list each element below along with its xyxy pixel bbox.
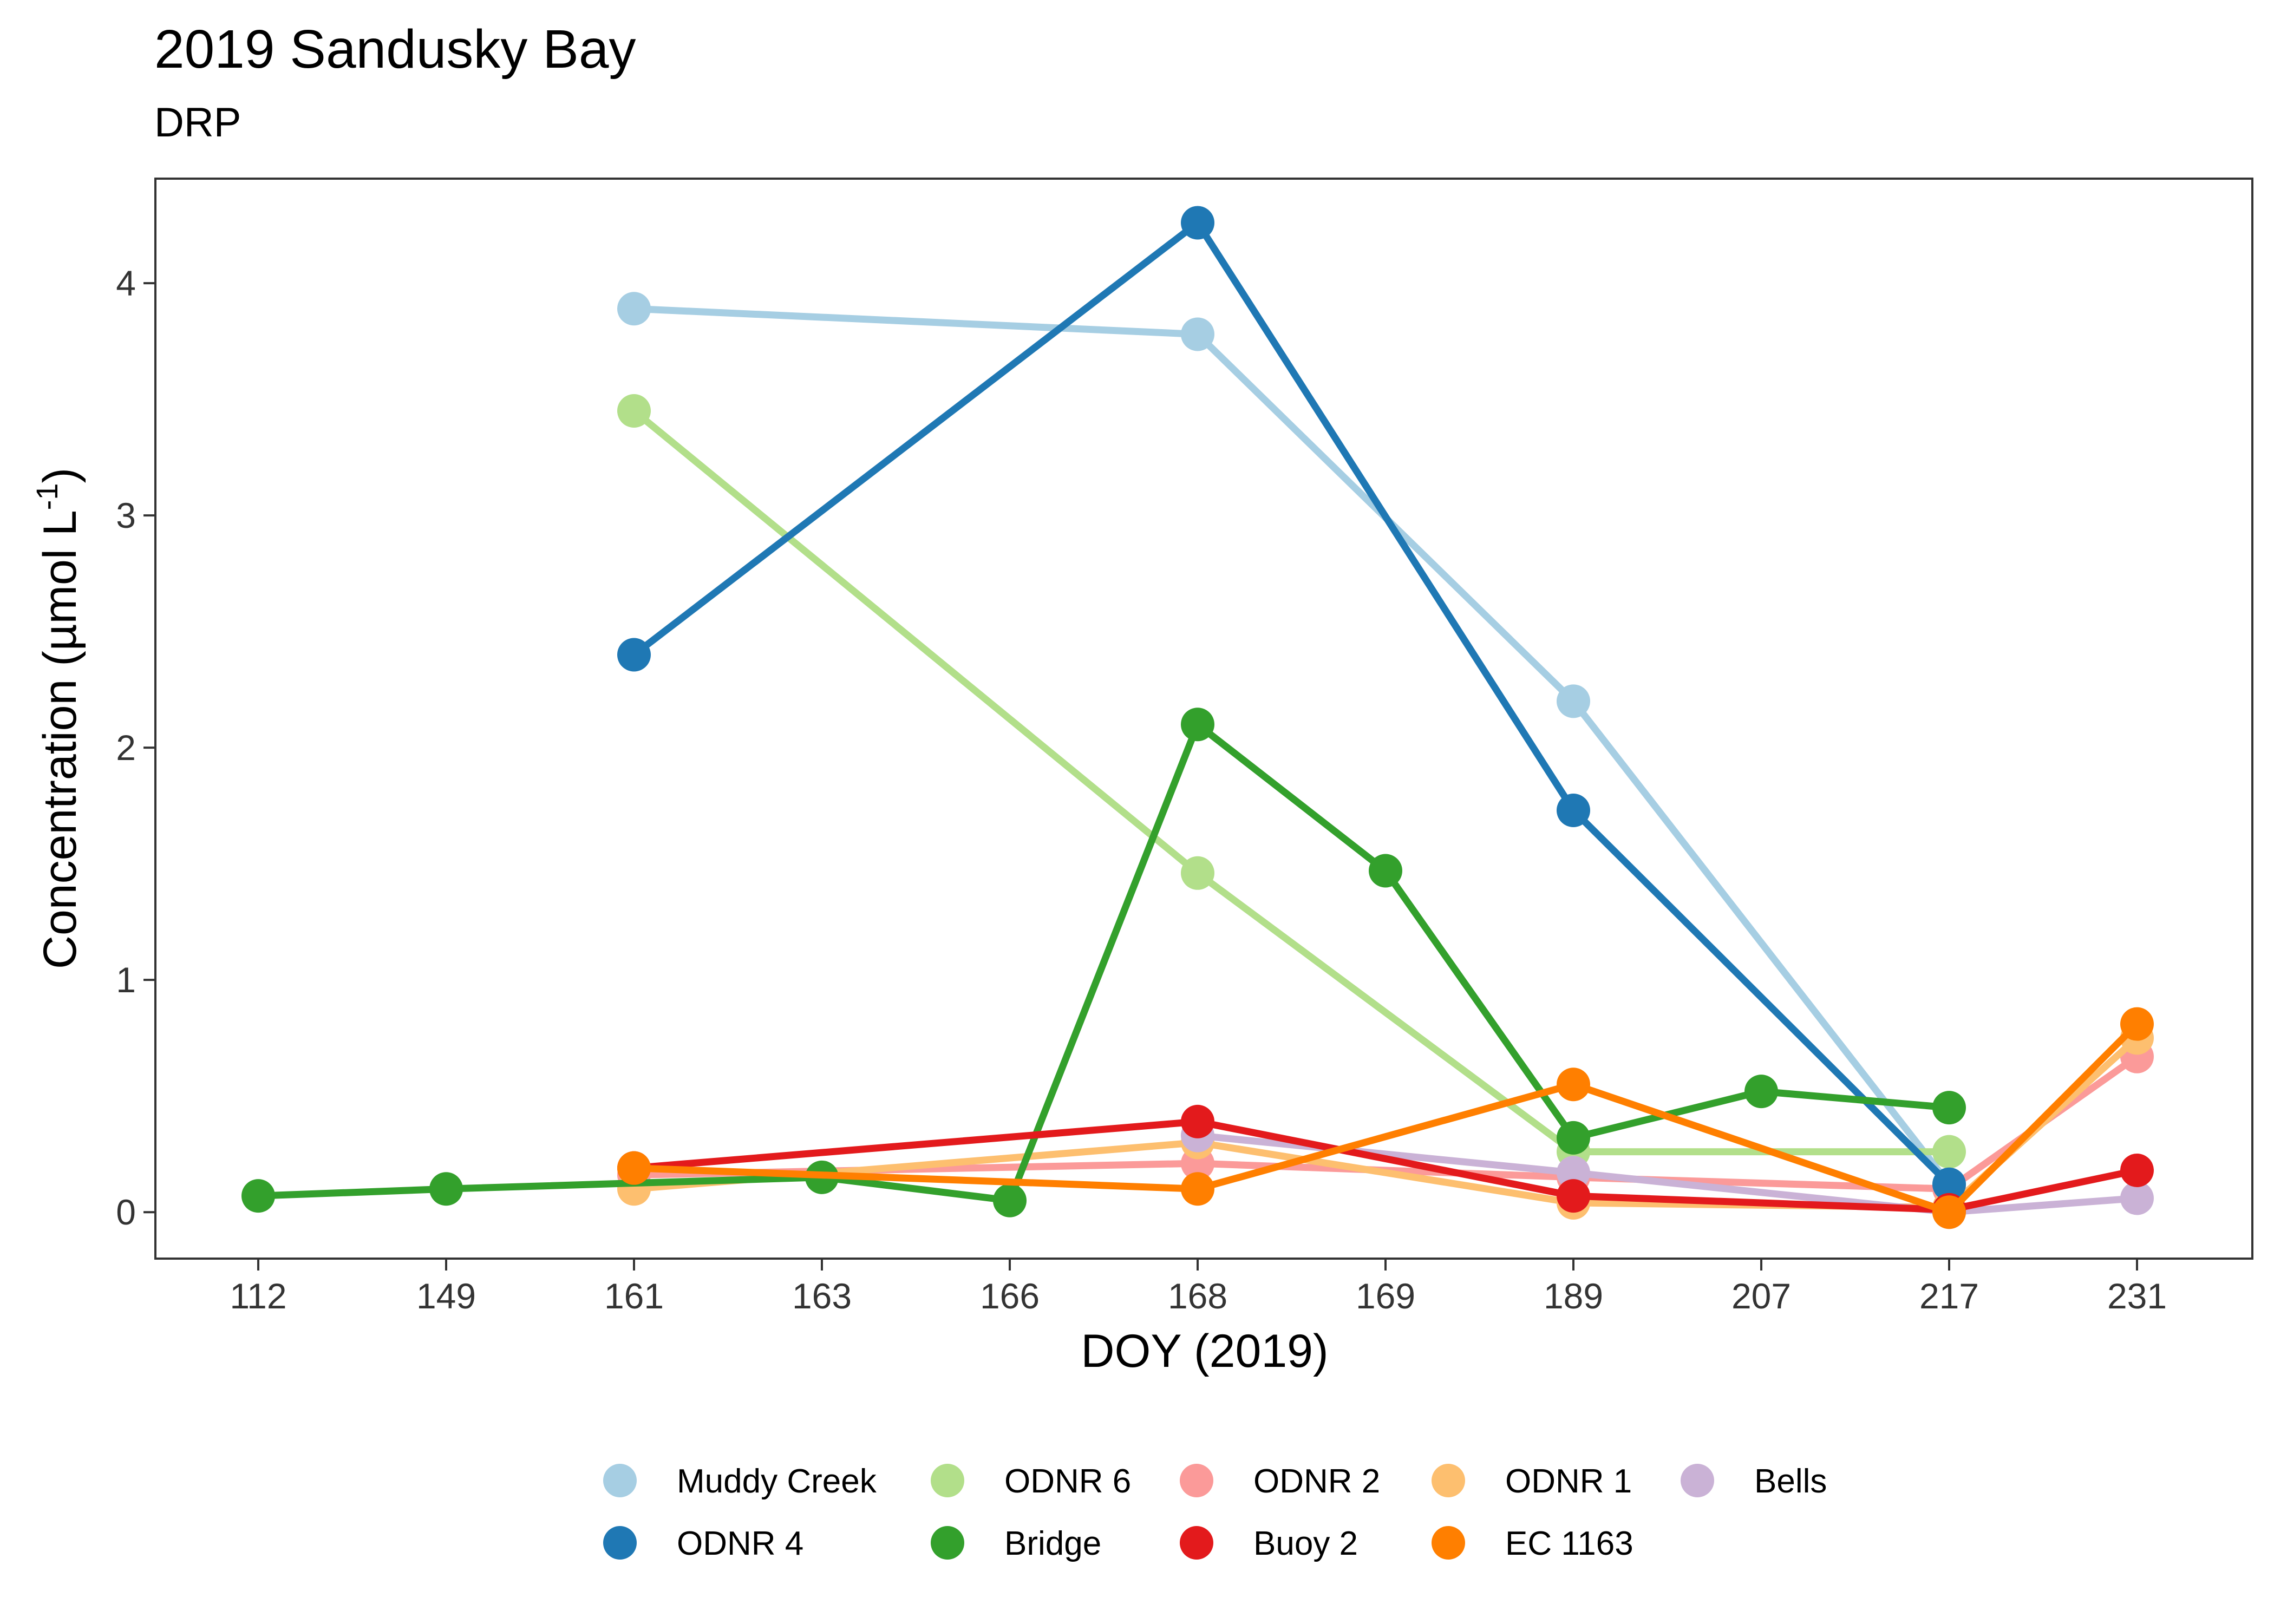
y-tick-label-1: 1: [116, 960, 136, 1000]
x-axis: 112 149 161 163 166 168 169 189 207 217 231: [230, 1259, 2167, 1316]
y-axis-title-superscript: -1: [30, 483, 64, 510]
point-buoy-2-168: [1181, 1104, 1214, 1138]
x-tick-label-149: 149: [416, 1276, 476, 1316]
x-tick-label-189: 189: [1544, 1276, 1603, 1316]
legend-key-bells: [1681, 1464, 1714, 1497]
legend-label-ec-1163: EC 1163: [1505, 1525, 1633, 1562]
point-bridge-112: [241, 1179, 275, 1213]
legend-label-bells: Bells: [1754, 1463, 1827, 1500]
x-tick-label-166: 166: [980, 1276, 1040, 1316]
x-axis-title: DOY (2019): [1081, 1325, 1328, 1377]
legend-label-odnr-6: ODNR 6: [1004, 1463, 1131, 1500]
y-tick-label-2: 2: [116, 728, 136, 768]
x-tick-label-161: 161: [604, 1276, 664, 1316]
legend-key-buoy-2: [1180, 1526, 1213, 1560]
legend-item-odnr-4: ODNR 4: [603, 1525, 803, 1562]
point-odnr-6-217: [1932, 1135, 1966, 1169]
series-odnr-1: [617, 1021, 2154, 1224]
series-line-odnr-4: [630, 219, 1953, 1188]
y-tick-label-0: 0: [116, 1192, 136, 1232]
legend-key-odnr-1: [1432, 1464, 1465, 1497]
legend-label-bridge: Bridge: [1004, 1525, 1101, 1562]
point-muddy-creek-168: [1181, 317, 1214, 351]
series-bells: [1181, 1118, 2154, 1229]
point-bridge-166: [993, 1183, 1027, 1217]
y-tick-label-3: 3: [116, 495, 136, 535]
legend-key-ec-1163: [1432, 1526, 1465, 1560]
y-axis-title: Concentration (µmol L-1): [30, 468, 86, 969]
point-ec-1163-161: [617, 1151, 651, 1185]
legend-key-muddy-creek: [603, 1464, 637, 1497]
point-muddy-creek-161: [617, 292, 651, 326]
point-ec-1163-168: [1181, 1172, 1214, 1206]
series-line-bells: [1194, 1132, 2141, 1216]
point-bridge-217: [1932, 1091, 1966, 1125]
point-bells-189: [1557, 1156, 1590, 1190]
point-muddy-creek-189: [1557, 684, 1590, 718]
legend-label-odnr-1: ODNR 1: [1505, 1463, 1632, 1500]
legend-key-odnr-4: [603, 1526, 637, 1560]
legend-item-odnr-1: ODNR 1: [1432, 1463, 1632, 1500]
y-axis-title-main: Concentration (µmol L: [34, 510, 86, 969]
series-buoy-2: [617, 1104, 2154, 1227]
point-ec-1163-189: [1557, 1068, 1590, 1102]
legend: Muddy Creek ODNR 6 ODNR 2 ODNR 1 Bells ODNR 4…: [603, 1463, 1827, 1562]
x-tick-label-112: 112: [230, 1276, 286, 1316]
series-bridge: [241, 708, 1966, 1217]
legend-item-odnr-2: ODNR 2: [1180, 1463, 1380, 1500]
legend-item-odnr-6: ODNR 6: [931, 1463, 1131, 1500]
point-odnr-6-168: [1181, 856, 1214, 890]
point-odnr-4-161: [617, 638, 651, 672]
legend-label-buoy-2: Buoy 2: [1253, 1525, 1358, 1562]
y-tick-label-4: 4: [116, 263, 136, 303]
point-odnr-6-161: [617, 394, 651, 428]
x-tick-label-168: 168: [1168, 1276, 1227, 1316]
legend-key-odnr-6: [931, 1464, 964, 1497]
series-odnr-4: [617, 206, 1966, 1201]
point-buoy-2-189: [1557, 1179, 1590, 1213]
series-ec-1163: [617, 1007, 2154, 1229]
legend-label-muddy-creek: Muddy Creek: [677, 1463, 877, 1500]
series-line-muddy-creek: [630, 305, 1953, 1188]
x-tick-label-163: 163: [792, 1276, 852, 1316]
point-odnr-4-168: [1181, 206, 1214, 240]
series-muddy-creek: [617, 292, 1966, 1201]
y-axis: 0 1 2 3 4: [116, 263, 155, 1232]
legend-label-odnr-2: ODNR 2: [1253, 1463, 1380, 1500]
point-odnr-4-217: [1932, 1167, 1966, 1201]
point-bridge-168: [1181, 708, 1214, 742]
chart-subtitle: DRP: [154, 100, 241, 146]
legend-item-bells: Bells: [1681, 1463, 1827, 1500]
x-tick-label-217: 217: [1919, 1276, 1979, 1316]
x-tick-label-207: 207: [1731, 1276, 1791, 1316]
x-tick-label-231: 231: [2107, 1276, 2167, 1316]
point-bridge-169: [1369, 854, 1402, 888]
series-line-odnr-6: [630, 407, 1953, 1156]
x-tick-label-169: 169: [1356, 1276, 1415, 1316]
legend-item-ec-1163: EC 1163: [1432, 1525, 1633, 1562]
point-bridge-149: [429, 1172, 463, 1206]
legend-item-muddy-creek: Muddy Creek: [603, 1463, 877, 1500]
legend-key-odnr-2: [1180, 1464, 1213, 1497]
point-odnr-4-189: [1557, 793, 1590, 827]
point-bridge-207: [1744, 1075, 1778, 1109]
point-buoy-2-231: [2120, 1153, 2154, 1187]
y-axis-title-close: ): [34, 468, 86, 483]
legend-item-buoy-2: Buoy 2: [1180, 1525, 1358, 1562]
series-layer: [241, 206, 2154, 1229]
legend-key-bridge: [931, 1526, 964, 1560]
point-bridge-189: [1557, 1121, 1590, 1155]
point-ec-1163-231: [2120, 1007, 2154, 1041]
legend-item-bridge: Bridge: [931, 1525, 1101, 1562]
point-bells-231: [2120, 1181, 2154, 1215]
legend-label-odnr-4: ODNR 4: [677, 1525, 803, 1562]
plot-panel-border: [154, 178, 2253, 1260]
chart-title: 2019 Sandusky Bay: [154, 19, 636, 80]
point-ec-1163-217: [1932, 1195, 1966, 1229]
